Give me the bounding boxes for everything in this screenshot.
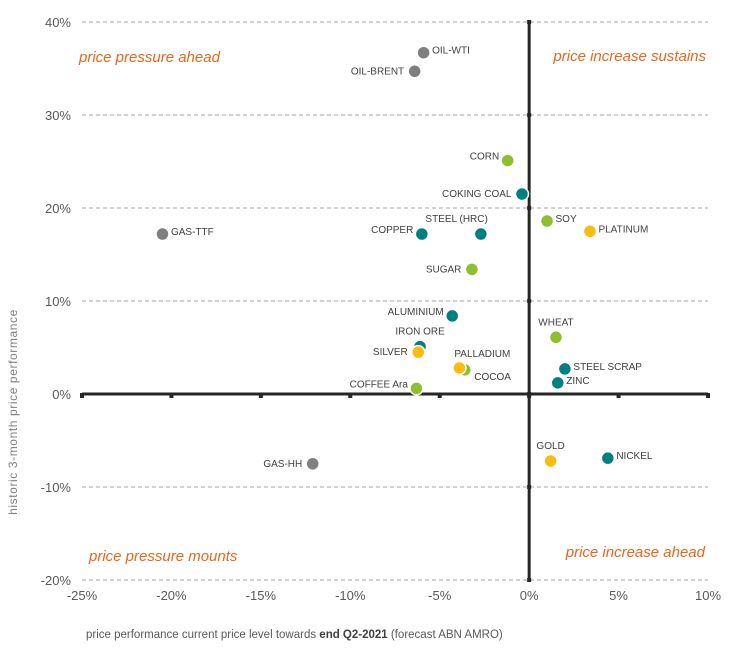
- point-label-coking-coal: COKING COAL: [442, 189, 512, 200]
- x-tick-label: -20%: [156, 588, 187, 603]
- point-label-nickel: NICKEL: [616, 451, 653, 462]
- quadrant-labels: price pressure ahead price increase sust…: [78, 48, 706, 565]
- point-gold: [543, 453, 558, 469]
- x-tick-label: -10%: [335, 588, 366, 603]
- x-tick-mark: [258, 393, 263, 398]
- y-axis-label: historic 3-month price performance: [6, 309, 20, 515]
- point-platinum: [582, 224, 598, 239]
- point-sugar: [464, 262, 480, 277]
- point-label-sugar: SUGAR: [426, 264, 462, 275]
- point-label-gold: GOLD: [536, 441, 564, 452]
- y-tick-label: 40%: [45, 15, 71, 30]
- x-tick-mark: [348, 393, 353, 398]
- point-nickel: [600, 450, 616, 466]
- point-label-coffee-ara: COFFEE Ara: [350, 379, 409, 390]
- x-axis-label-part-3: (forecast ABN AMRO): [388, 629, 503, 641]
- point-steel-hrc: [473, 226, 489, 242]
- x-tick-mark: [437, 393, 442, 398]
- point-coffee-ara: [409, 381, 424, 396]
- y-tick-labels: 40% 30% 20% 10% 0% -10% -20%: [41, 15, 72, 588]
- point-gas-hh: [305, 456, 320, 471]
- quadrant-label-top-left: price pressure ahead: [78, 49, 221, 66]
- point-label-aluminium: ALUMINIUM: [388, 307, 444, 318]
- y-tick-label: -10%: [41, 480, 72, 495]
- quadrant-label-bottom-left: price pressure mounts: [88, 548, 238, 565]
- x-tick-label: 5%: [609, 588, 628, 603]
- quadrant-label-top-right: price increase sustains: [552, 48, 706, 65]
- x-tick-mark: [706, 393, 710, 398]
- y-tick-label: 0%: [52, 387, 71, 402]
- x-tick-label: -25%: [67, 588, 98, 603]
- point-label-gas-ttf: GAS-TTF: [171, 227, 214, 238]
- point-label-corn: CORN: [470, 152, 499, 163]
- point-label-platinum: PLATINUM: [598, 224, 648, 235]
- point-label-iron-ore: IRON ORE: [395, 327, 445, 338]
- data-points: OIL-WTI OIL-BRENT CORN COKING COAL SOY PLATIN…: [155, 45, 653, 471]
- point-oil-wti: [416, 45, 431, 60]
- y-tick-label: -20%: [41, 573, 72, 588]
- x-tick-label: 10%: [695, 588, 721, 603]
- point-copper: [414, 226, 430, 242]
- x-tick-mark: [169, 393, 174, 398]
- point-steel-scrap: [557, 361, 573, 377]
- x-axis-label-part-1: price performance current price level to…: [86, 629, 319, 641]
- y-tick-label: 10%: [45, 294, 71, 309]
- x-axis-label-bold: end Q2-2021: [319, 629, 388, 641]
- point-corn: [500, 153, 515, 168]
- point-soy: [539, 213, 555, 229]
- x-tick-label: -15%: [246, 588, 277, 603]
- point-label-zinc: ZINC: [566, 376, 589, 387]
- point-label-soy: SOY: [556, 214, 577, 225]
- point-gas-ttf: [155, 226, 170, 242]
- x-tick-label: -5%: [428, 588, 452, 603]
- point-label-copper: COPPER: [371, 225, 413, 236]
- x-tick-mark: [616, 393, 621, 398]
- y-tick-label: 30%: [45, 108, 71, 123]
- point-label-silver: SILVER: [373, 347, 408, 358]
- point-palladium: [452, 360, 467, 376]
- point-label-oil-brent: OIL-BRENT: [351, 66, 404, 77]
- gridlines: [82, 21, 708, 581]
- x-axis-label: price performance current price level to…: [86, 629, 503, 641]
- quadrant-label-bottom-right: price increase ahead: [565, 544, 706, 561]
- point-label-cocoa: COCOA: [474, 372, 511, 383]
- point-wheat: [548, 330, 564, 345]
- x-tick-mark: [80, 393, 84, 398]
- point-label-palladium: PALLADIUM: [454, 349, 510, 360]
- point-label-gas-hh: GAS-HH: [263, 459, 302, 470]
- point-oil-brent: [407, 64, 422, 79]
- x-tick-labels: -25% -20% -15% -10% -5% 0% 5% 10%: [67, 588, 722, 603]
- axes: [80, 20, 710, 582]
- point-label-steel-hrc: STEEL (HRC): [425, 214, 487, 225]
- y-tick-label: 20%: [45, 201, 71, 216]
- x-tick-mark: [527, 393, 532, 398]
- point-label-oil-wti: OIL-WTI: [432, 46, 470, 57]
- point-silver: [411, 344, 426, 360]
- x-tick-label: 0%: [520, 588, 539, 603]
- point-coking-coal: [514, 186, 530, 202]
- point-label-steel-scrap: STEEL SCRAP: [573, 362, 642, 373]
- point-zinc: [550, 375, 566, 391]
- point-label-wheat: WHEAT: [538, 317, 573, 328]
- point-aluminium: [444, 308, 460, 324]
